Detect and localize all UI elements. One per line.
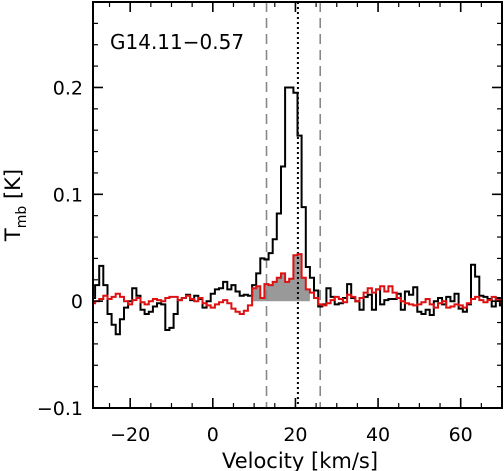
plot-frame: [92, 1, 503, 409]
series-1-line: [93, 86, 502, 336]
velocity-markers-layer: [265, 2, 322, 408]
series-layer: [93, 86, 502, 336]
x-tick-label: 20: [283, 424, 307, 446]
y-axis-label: Tmb [K]: [1, 169, 30, 242]
x-tick-label: −20: [110, 424, 150, 446]
series-2-line: [93, 253, 502, 315]
x-tick-label: 60: [449, 424, 473, 446]
source-annotation: G14.11−0.57: [110, 30, 244, 54]
y-axis-label-rest: [K]: [1, 169, 25, 206]
y-axis-label-main: T: [1, 228, 25, 242]
y-tick-label: 0.1: [53, 184, 83, 206]
y-tick-label: 0.2: [53, 77, 83, 99]
ticks-layer: −20 0 20 40 60 −0.1 0 0.1 0.2: [37, 1, 503, 446]
y-tick-label: −0.1: [37, 398, 83, 420]
x-tick-label: 40: [366, 424, 390, 446]
x-axis-label: Velocity [km/s]: [222, 449, 378, 471]
y-axis-label-sub: mb: [14, 206, 30, 229]
y-tick-label: 0: [71, 291, 83, 313]
x-tick-label: 0: [207, 424, 219, 446]
